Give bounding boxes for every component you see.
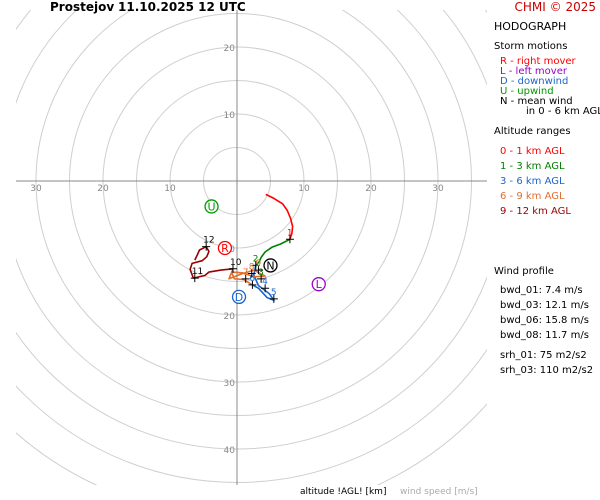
storm-motion-legend-item: L - left mover bbox=[500, 66, 567, 77]
wind-profile-item: srh_01: 75 m2/s2 bbox=[500, 350, 587, 361]
storm-motion-circle bbox=[217, 240, 233, 256]
plot-grid bbox=[16, 10, 487, 485]
altitude-range-legend-item: 0 - 1 km AGL bbox=[500, 146, 565, 157]
units-label: wind speed [m/s] bbox=[400, 487, 478, 497]
storm-motion-circle bbox=[204, 199, 219, 214]
wind-profile-item: srh_03: 110 m2/s2 bbox=[500, 365, 594, 376]
x-tick-label: 10 bbox=[298, 184, 310, 194]
storm-motion-legend-item: R - right mover bbox=[500, 56, 576, 67]
storm-motion-label: L bbox=[316, 278, 323, 291]
plot-axes bbox=[16, 10, 487, 485]
wind-profile-item: bwd_06: 15.8 m/s bbox=[500, 315, 589, 326]
altitude-marker bbox=[228, 264, 237, 273]
wind-profile-title: Wind profile bbox=[494, 266, 554, 277]
y-tick-label: 20 bbox=[224, 44, 236, 54]
altitude-label: 5 bbox=[271, 288, 277, 298]
hodograph-segment bbox=[228, 268, 266, 286]
altitude-label: 1 bbox=[287, 228, 293, 238]
altitude-marker bbox=[190, 274, 199, 283]
altitude-label: 6 bbox=[249, 274, 255, 284]
altitude-marker bbox=[248, 280, 257, 289]
altitude-label: 8 bbox=[249, 262, 255, 272]
hodograph-series bbox=[189, 193, 294, 302]
altitude-label: 12 bbox=[203, 236, 214, 246]
x-tick-label: 20 bbox=[365, 184, 377, 194]
storm-motion-label: U bbox=[208, 200, 216, 213]
hodograph-segment bbox=[189, 245, 234, 279]
storm-motion-legend-item: N - mean wind bbox=[500, 96, 573, 107]
altitude-label: 10 bbox=[230, 258, 242, 268]
altitude-marker bbox=[269, 294, 278, 303]
altitude-marker bbox=[254, 266, 263, 275]
sidebar-title: HODOGRAPH bbox=[494, 20, 567, 33]
x-tick-label: 30 bbox=[30, 184, 42, 194]
altitude-range-legend-item: 9 - 12 km AGL bbox=[500, 206, 571, 217]
altitude-marker bbox=[285, 235, 294, 244]
wind-profile-item: bwd_01: 7.4 m/s bbox=[500, 285, 583, 296]
range-ring bbox=[16, 403, 487, 485]
storm-motion-legend-item: D - downwind bbox=[500, 76, 569, 87]
altitude-label: 11 bbox=[192, 267, 203, 277]
storm-motions-title: Storm motions bbox=[494, 41, 568, 52]
storm-motion-label: D bbox=[235, 291, 243, 304]
storm-motion-circle bbox=[311, 277, 326, 292]
altitude-range-legend-item: 6 - 9 km AGL bbox=[500, 191, 565, 202]
altitude-marker bbox=[247, 269, 256, 278]
y-tick-label: 40 bbox=[224, 446, 236, 456]
storm-motion-legend-item: in 0 - 6 km AGL bbox=[526, 106, 600, 117]
storm-motion-markers: R L D U N bbox=[204, 199, 326, 305]
x-tick-label: 30 bbox=[432, 184, 444, 194]
station-name: Prostejov bbox=[50, 0, 115, 14]
altitude-marker bbox=[261, 284, 270, 293]
altitude-label: 3 bbox=[258, 268, 264, 278]
hodograph-segment bbox=[255, 238, 291, 266]
wind-profile-item: bwd_08: 11.7 m/s bbox=[500, 330, 589, 341]
valid-time: 11.10.2025 12 UTC bbox=[118, 0, 246, 14]
altitude-label: 2 bbox=[253, 254, 259, 264]
credit-label: CHMI © 2025 bbox=[514, 0, 596, 14]
storm-motion-label: R bbox=[221, 242, 229, 255]
altitude-ranges-title: Altitude ranges bbox=[494, 126, 571, 137]
storm-motion-circle bbox=[231, 289, 247, 305]
altitude-label: 9 bbox=[255, 259, 261, 269]
altitude-marker bbox=[241, 274, 250, 283]
altitude-range-legend-item: 1 - 3 km AGL bbox=[500, 161, 565, 172]
y-tick-label: 10 bbox=[224, 111, 236, 121]
wind-profile-item: bwd_03: 12.1 m/s bbox=[500, 300, 589, 311]
altitude-label: 7 bbox=[243, 268, 249, 278]
altitude-range-legend-item: 3 - 6 km AGL bbox=[500, 176, 565, 187]
altitude-marker bbox=[251, 261, 260, 270]
altitude-marker bbox=[202, 242, 211, 251]
storm-motion-legend-item: U - upwind bbox=[500, 86, 554, 97]
x-tick-label: 10 bbox=[164, 184, 176, 194]
altitude-label: 4 bbox=[262, 277, 268, 287]
altitude-marker bbox=[257, 274, 266, 283]
hodograph-segment bbox=[265, 193, 294, 240]
y-tick-label: 30 bbox=[224, 379, 236, 389]
storm-motion-circle bbox=[263, 258, 278, 273]
x-axis-label: altitude !AGL! [km] bbox=[300, 487, 387, 497]
x-tick-label: 20 bbox=[97, 184, 109, 194]
y-tick-label: 20 bbox=[224, 312, 236, 322]
storm-motion-label: N bbox=[266, 259, 274, 272]
